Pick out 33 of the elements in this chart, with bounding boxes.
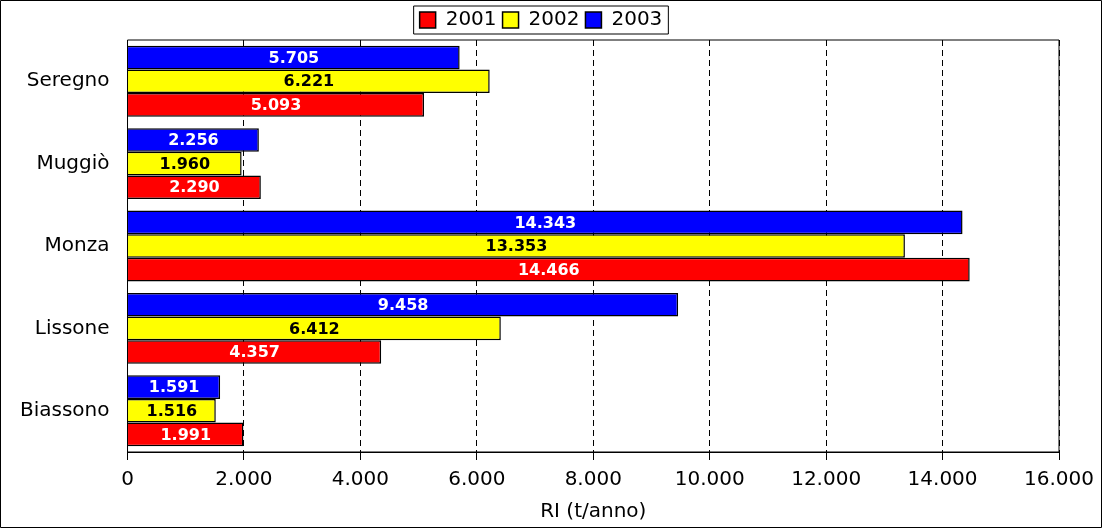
x-tick-label: 16.000 [1024, 466, 1094, 491]
data-label: 9.458 [377, 294, 429, 314]
y-tick-label: Monza [44, 232, 110, 257]
x-tick-label: 4.000 [331, 466, 390, 491]
x-tick-label: 12.000 [791, 466, 862, 491]
y-tick-label: Biassono [19, 397, 110, 421]
x-tick-label: 0 [121, 466, 134, 491]
data-label: 5.705 [268, 47, 320, 67]
data-label: 14.343 [514, 212, 577, 232]
y-tick-label: Seregno [26, 67, 110, 92]
data-label: 6.412 [289, 318, 340, 338]
x-axis-title: RI (t/anno) [540, 498, 647, 523]
data-label: 6.221 [283, 71, 335, 91]
y-tick-label: Lissone [34, 314, 110, 339]
data-label: 2.290 [169, 177, 220, 197]
data-label: 13.353 [485, 236, 548, 256]
data-label: 1.516 [146, 400, 198, 420]
x-tick-label: 14.000 [907, 466, 978, 491]
y-tick-label: Muggiò [36, 149, 110, 174]
data-label: 1.960 [159, 153, 211, 173]
data-label: 4.357 [229, 342, 280, 362]
legend-label: 2003 [611, 6, 663, 31]
data-label: 14.466 [517, 259, 580, 279]
legend-label: 2001 [445, 6, 497, 31]
data-label: 5.093 [250, 94, 302, 114]
x-tick-label: 8.000 [564, 466, 622, 491]
legend-label: 2002 [528, 6, 580, 31]
data-label: 1.991 [160, 424, 212, 444]
data-label: 2.256 [168, 130, 219, 150]
x-tick-label: 2.000 [215, 466, 273, 491]
data-label: 1.591 [148, 377, 200, 397]
x-tick-label: 6.000 [448, 466, 506, 491]
x-tick-label: 10.000 [674, 466, 745, 491]
